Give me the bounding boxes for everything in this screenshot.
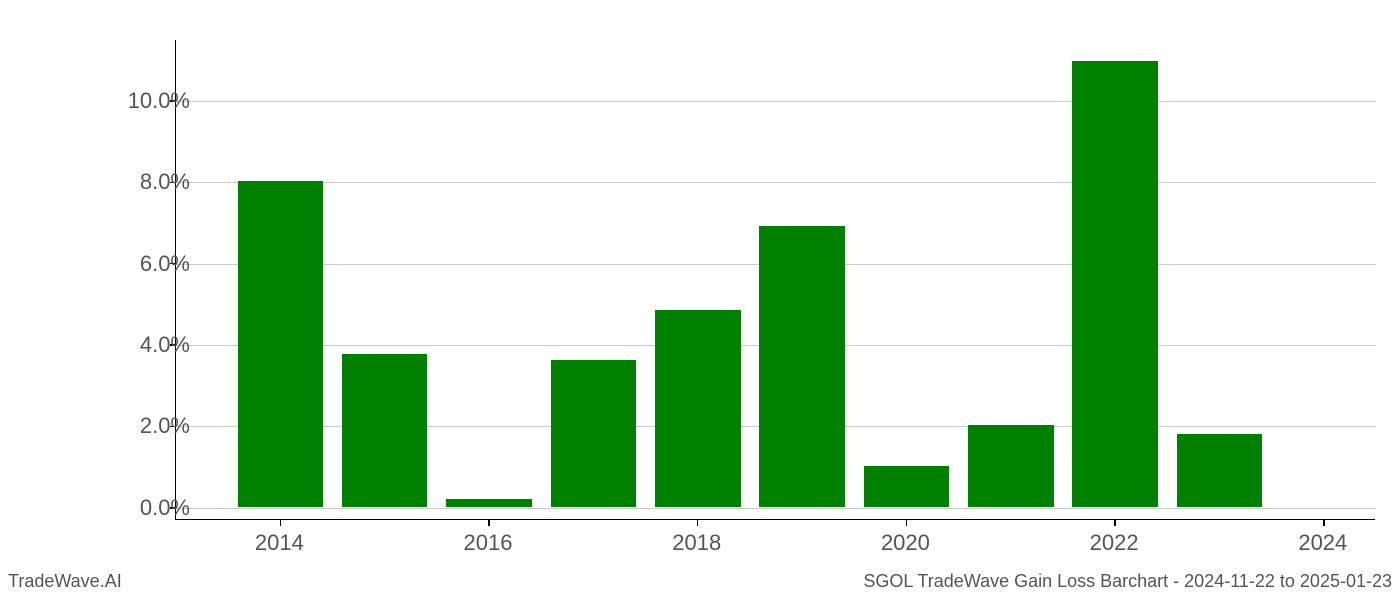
bar [238,181,324,506]
x-tick-label: 2016 [464,530,513,556]
x-tick-label: 2018 [672,530,721,556]
chart-container [175,40,1375,550]
gridline [176,182,1376,183]
y-tick-label: 8.0% [140,169,190,195]
footer-left-text: TradeWave.AI [8,571,122,592]
bar [342,354,428,507]
x-tick-mark [1114,520,1116,526]
x-tick-label: 2014 [255,530,304,556]
bar [551,360,637,506]
x-tick-mark [280,520,282,526]
bar [1177,434,1263,507]
y-tick-label: 0.0% [140,495,190,521]
bar [968,425,1054,506]
x-tick-label: 2024 [1298,530,1347,556]
x-tick-mark [488,520,490,526]
x-tick-label: 2020 [881,530,930,556]
bar [1072,61,1158,506]
x-tick-mark [1323,520,1325,526]
gridline [176,101,1376,102]
y-tick-label: 6.0% [140,251,190,277]
bar [655,310,741,507]
x-tick-label: 2022 [1090,530,1139,556]
y-tick-label: 4.0% [140,332,190,358]
bar [446,499,532,507]
bar [864,466,950,507]
x-tick-mark [906,520,908,526]
footer-right-text: SGOL TradeWave Gain Loss Barchart - 2024… [863,571,1392,592]
bar [759,226,845,507]
y-tick-label: 10.0% [128,88,190,114]
gridline [176,508,1376,509]
plot-area [175,40,1375,520]
x-tick-mark [697,520,699,526]
y-tick-label: 2.0% [140,413,190,439]
